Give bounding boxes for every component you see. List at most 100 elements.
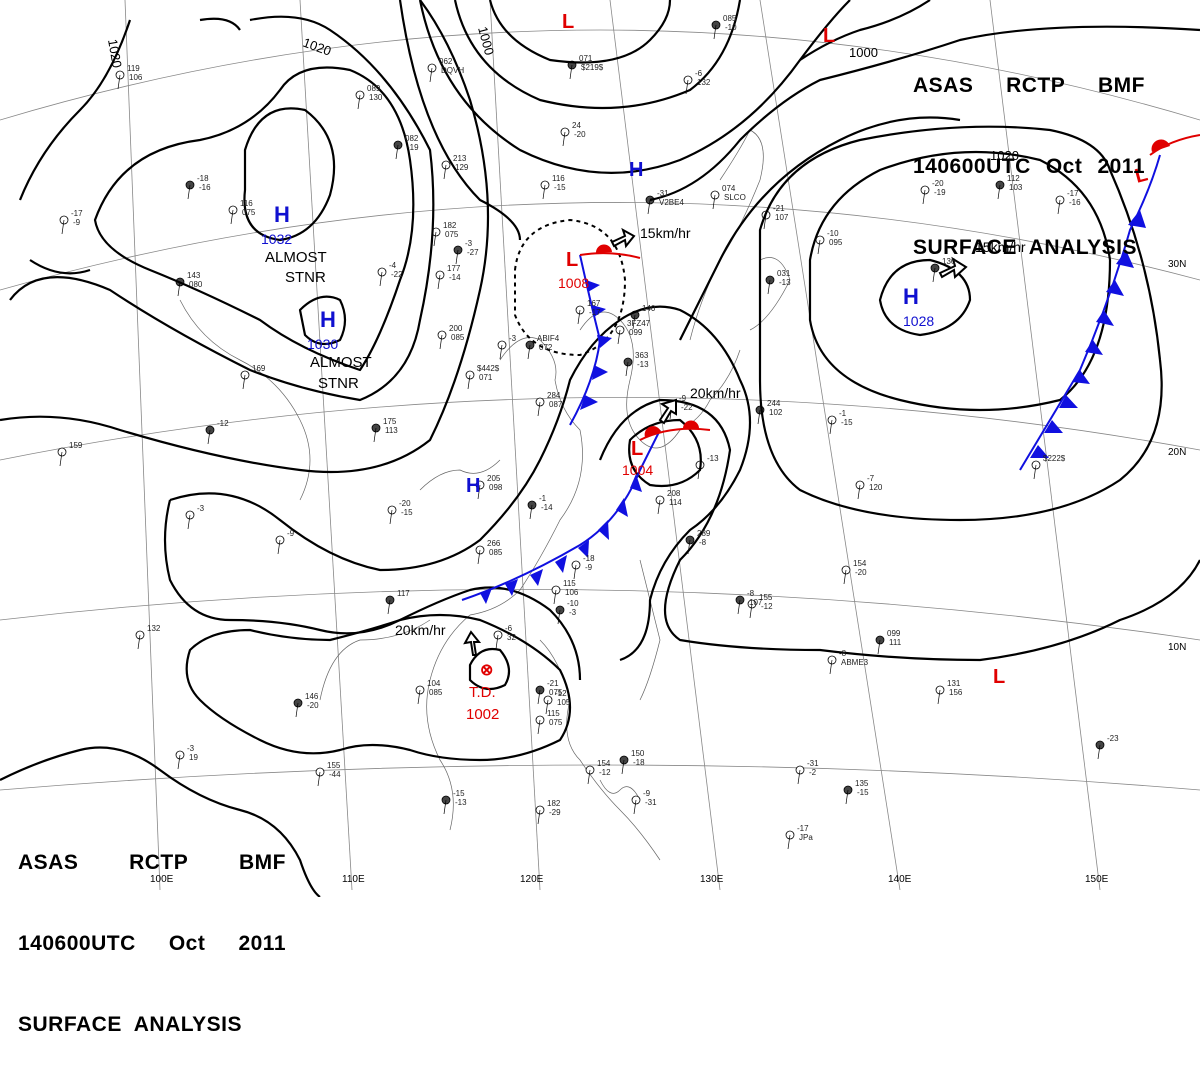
station-value: 102 [769,408,783,417]
motion-label: 20km/hr [395,622,446,638]
front-barb [598,520,609,540]
station-value: -29 [549,808,561,817]
wind-barb [1033,464,1037,480]
wind-barb [357,94,361,110]
wind-barb [187,514,191,530]
wind-barb [625,361,629,377]
station-value: 363 [635,351,649,360]
station-value: -18 [633,758,645,767]
high-pressure-label: 1028 [903,313,934,329]
station-value: 080 [189,280,203,289]
wind-barb [757,409,761,425]
isobar [398,0,522,241]
station-value: 159 [69,441,83,450]
station-value: 085 [429,688,443,697]
station-value: 107 [775,213,789,222]
station-value: 24 [572,121,581,130]
station-value: 155 [327,761,341,770]
station-value: 132 [697,78,711,87]
front-barb [1116,250,1134,268]
front-barb [630,474,642,492]
station-value: -14 [449,273,461,282]
station-value: 085 [723,14,737,23]
wind-barb [562,131,566,147]
front-barb [1059,395,1078,408]
station-value: 105 [557,698,571,707]
high-center: H [274,202,290,227]
station-value: -17 [1067,189,1079,198]
isobar [679,116,961,341]
lon-line-110e [299,0,353,891]
high-center: H [629,159,643,181]
wind-barb [295,702,299,718]
station-value: $442$ [477,364,500,373]
station-value: 140 [642,304,656,313]
station-value: -13 [455,798,467,807]
isobar [878,258,972,337]
motion-arrow [658,398,677,425]
station-value: 266 [487,539,501,548]
station-value: -3 [569,608,577,617]
station-value: $222$ [1043,454,1066,463]
station-value: 104 [427,679,441,688]
lon-line-120e [489,0,541,891]
lon-label: 150E [1085,874,1109,885]
wind-barb [767,279,771,295]
station-value: 111 [889,638,902,647]
wind-barb [997,184,1001,200]
station-value: 169 [252,364,266,373]
lon-label: 120E [520,874,544,885]
isobar-labels: 1020 1020 1000 1000 1020 [105,25,1019,163]
station-value: 089 [367,84,381,93]
station-value: -31 [657,189,669,198]
wind-barb [621,759,625,775]
station-value: -9 [679,394,687,403]
wind-barb [437,274,441,290]
station-value: 167 [587,299,601,308]
wind-barb [817,239,821,255]
graticule [0,0,1200,891]
station-value: 154 [853,559,867,568]
isobar [29,259,91,275]
station-value: 062 [439,57,453,66]
station-value: -15 [857,788,869,797]
pressure-systems: H 1032 H 1030 H 1028 H H L 1008 L 1004 L… [261,11,1150,688]
wind-barb [59,451,63,467]
isobar [649,25,1200,202]
low-center: L [631,438,643,460]
front-barb [578,540,589,558]
annotation-almost: ALMOST [265,249,327,266]
station-value: -2 [809,768,817,777]
wind-barb [373,427,377,443]
station-value: -31 [645,798,657,807]
wind-barb [647,199,651,215]
wind-barb [877,639,881,655]
station-value: 200 [449,324,463,333]
station-value: JPa [799,833,813,842]
td-label: T.D. [469,684,496,701]
axis-labels: 100E 110E 120E 130E 140E 150E 30N 20N 10… [150,259,1186,885]
wind-barb [277,539,281,555]
station-value: -9 [643,789,651,798]
annotation-almost: ALMOST [310,354,372,371]
station-value: 156 [949,688,963,697]
header-time: 140600UTC [18,932,136,955]
front-barb [592,305,606,317]
lat-line-20n [0,397,1200,461]
wind-barb [207,429,211,445]
wind-barb [632,314,636,330]
station-value: 143 [187,271,201,280]
isobar [18,19,132,201]
low-pressure-label: 1004 [622,462,653,478]
isobar [418,0,851,174]
isobar [758,125,1163,522]
front-barb [480,588,492,604]
wind-barb [529,504,533,520]
low-center: L [993,666,1005,688]
high-center: H [320,307,336,332]
isobars [0,0,1200,897]
front-barb [592,365,608,380]
station-value: -3 [197,504,205,513]
header-year: 2011 [238,932,286,955]
wind-barb [443,164,447,180]
